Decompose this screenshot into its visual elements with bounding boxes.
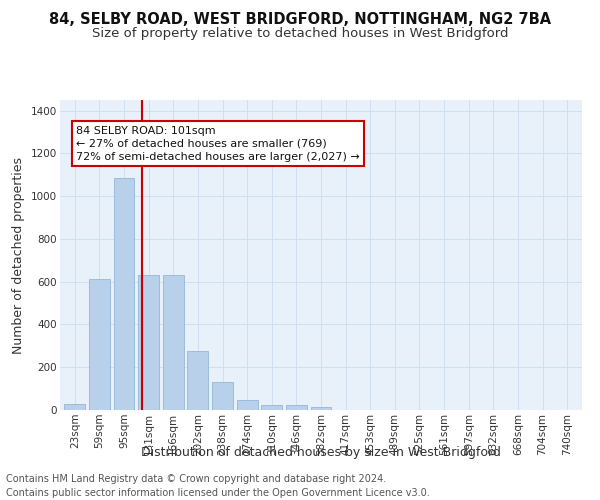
Text: Size of property relative to detached houses in West Bridgford: Size of property relative to detached ho…	[92, 28, 508, 40]
Text: Contains HM Land Registry data © Crown copyright and database right 2024.
Contai: Contains HM Land Registry data © Crown c…	[6, 474, 430, 498]
Bar	[64, 404, 85, 410]
Bar	[286, 404, 307, 410]
Y-axis label: Number of detached properties: Number of detached properties	[13, 156, 25, 354]
Bar	[138, 276, 159, 410]
Bar	[89, 278, 110, 410]
Text: 84, SELBY ROAD, WEST BRIDGFORD, NOTTINGHAM, NG2 7BA: 84, SELBY ROAD, WEST BRIDGFORD, NOTTINGH…	[49, 12, 551, 28]
Text: Distribution of detached houses by size in West Bridgford: Distribution of detached houses by size …	[141, 446, 501, 459]
Bar	[311, 407, 331, 410]
Bar	[113, 178, 134, 410]
Text: 84 SELBY ROAD: 101sqm
← 27% of detached houses are smaller (769)
72% of semi-det: 84 SELBY ROAD: 101sqm ← 27% of detached …	[76, 126, 360, 162]
Bar	[212, 382, 233, 410]
Bar	[261, 404, 282, 410]
Bar	[236, 400, 257, 410]
Bar	[187, 351, 208, 410]
Bar	[163, 276, 184, 410]
